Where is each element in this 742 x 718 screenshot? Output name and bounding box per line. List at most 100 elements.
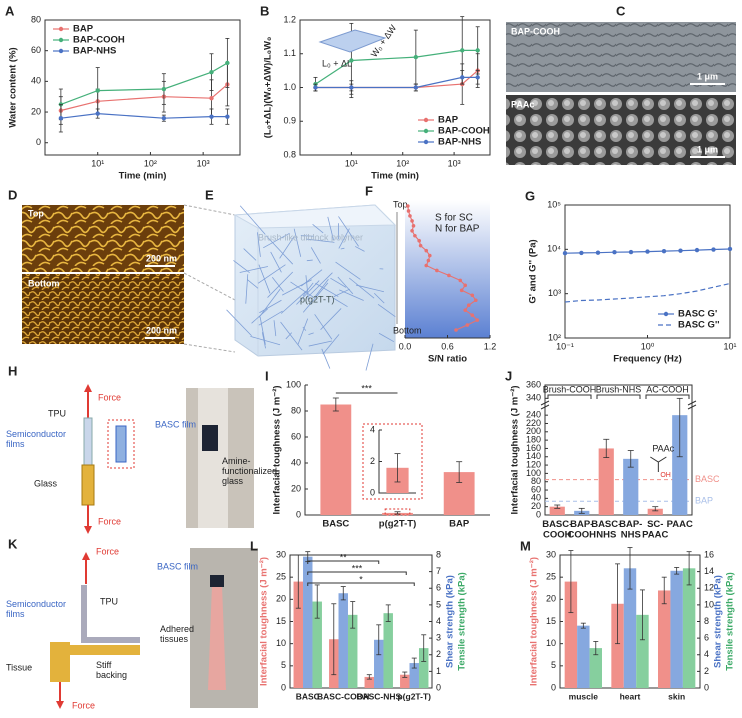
- label: Adhered tissues: [160, 624, 197, 644]
- point: [458, 278, 463, 283]
- y-tick-label: 2: [370, 456, 375, 466]
- bar: [400, 674, 410, 688]
- fiber: [258, 310, 283, 326]
- y-tick-label: 4: [370, 424, 375, 434]
- y-tick-label: 8: [704, 616, 709, 626]
- panel-letter: G: [525, 188, 535, 203]
- x-tick-label: 10⁰: [641, 341, 655, 351]
- point: [209, 114, 214, 119]
- x-axis-label: Time (min): [371, 171, 419, 182]
- inset-box: [362, 423, 423, 500]
- photo-glass: [198, 388, 228, 528]
- fiber: [355, 284, 385, 293]
- backing: [60, 645, 140, 655]
- y-tick-label: 10: [546, 638, 556, 648]
- y-tick-label: 25: [546, 572, 556, 582]
- x-tick-label: BASC-NHS: [591, 519, 621, 540]
- zoom-box: [107, 419, 135, 469]
- legend-marker: [58, 26, 64, 32]
- fiber: [239, 205, 266, 235]
- point: [612, 250, 617, 255]
- fiber: [293, 228, 302, 257]
- fiber: [300, 235, 315, 237]
- y-tick-label: 0: [436, 682, 441, 692]
- panel-letter: L: [250, 538, 258, 553]
- y-tick-label: 20: [546, 594, 556, 604]
- fiber: [258, 288, 281, 318]
- panel-letter: D: [8, 187, 17, 202]
- bar: [682, 568, 696, 688]
- legend-marker: [423, 139, 429, 145]
- fiber: [257, 232, 261, 257]
- y-tick-label: 6: [704, 633, 709, 643]
- sem-image: [506, 95, 736, 165]
- x-tick-label: BAP: [449, 519, 470, 530]
- bar: [549, 506, 565, 515]
- y-tick-label: 7: [436, 566, 441, 576]
- fiber: [302, 282, 314, 297]
- point: [727, 246, 733, 252]
- y-tick-label: 0: [536, 509, 541, 519]
- y-tick-label: 40: [291, 457, 301, 467]
- group-label: Brush-COOH: [543, 384, 597, 394]
- y-tick-label: 16: [704, 549, 714, 559]
- tissue: [50, 642, 70, 682]
- x-tick-label: 0.0: [399, 341, 412, 351]
- point: [645, 249, 650, 254]
- point: [474, 298, 478, 303]
- y-tick-label: 0: [704, 682, 709, 692]
- fiber: [302, 326, 307, 331]
- x-tick-label: 0.6: [441, 341, 454, 351]
- group-label: Brush-NHS: [596, 384, 642, 394]
- panel-letter: E: [205, 187, 214, 202]
- x-tick-label: BASC-NHS: [356, 691, 401, 701]
- fiber: [267, 271, 294, 298]
- group-bracket: [645, 394, 690, 399]
- fiber: [322, 334, 340, 355]
- y-axis-label: (L₀+ΔL)(W₀+ΔW)/L₀W₀: [263, 37, 274, 138]
- y-tick-label: 1.2: [283, 14, 296, 24]
- scale-label: 1 μm: [697, 144, 718, 154]
- significance-line: [307, 560, 380, 564]
- y-tick-label: 5: [281, 660, 286, 670]
- legend-marker: [663, 311, 669, 317]
- x-tick-label: muscle: [569, 691, 599, 701]
- fiber: [305, 238, 335, 243]
- y-tick-label: 160: [526, 443, 541, 453]
- connector: [183, 204, 236, 353]
- label: BASC film: [157, 561, 198, 571]
- panel-letter: J: [505, 368, 512, 383]
- afm-image: [22, 205, 184, 272]
- cube-top: [233, 204, 397, 229]
- fiber: [312, 224, 324, 234]
- panel-letter: I: [265, 368, 269, 383]
- annotation: OH: [660, 472, 671, 479]
- group-bracket: [596, 394, 641, 399]
- y-tick-label: 10: [276, 638, 286, 648]
- fiber: [339, 289, 364, 301]
- point: [349, 58, 354, 63]
- fiber: [335, 261, 361, 280]
- fiber: [263, 232, 290, 249]
- fiber: [266, 235, 294, 265]
- y-tick-label: 25: [276, 572, 286, 582]
- point: [711, 247, 716, 252]
- y-axis-label: Interfacial toughness (J m⁻²): [529, 557, 540, 686]
- point: [410, 219, 414, 223]
- significance: *: [359, 574, 363, 584]
- y-tick-label: 30: [276, 549, 286, 559]
- point: [95, 88, 100, 93]
- fiber: [245, 274, 249, 304]
- point: [349, 85, 354, 90]
- label: Semiconductor films: [6, 599, 69, 619]
- y-tick-label: 12: [704, 583, 714, 593]
- fiber: [337, 276, 354, 295]
- x-axis-label: Time (min): [119, 171, 167, 182]
- x-tick-label: BASC: [296, 691, 320, 701]
- x-tick-label: skin: [668, 691, 685, 701]
- point: [562, 250, 568, 256]
- label: TPU: [100, 596, 118, 606]
- point: [466, 303, 471, 308]
- y-tick-label: 1.0: [283, 82, 296, 92]
- fiber: [377, 303, 396, 318]
